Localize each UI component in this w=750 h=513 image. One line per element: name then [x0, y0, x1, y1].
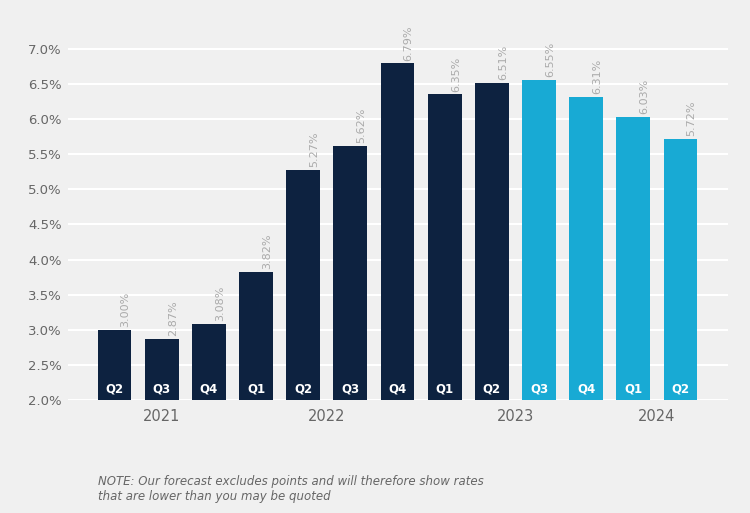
Text: 6.35%: 6.35%: [451, 56, 460, 91]
Text: 6.55%: 6.55%: [545, 42, 555, 77]
Bar: [664, 139, 698, 400]
Bar: [333, 146, 368, 400]
Bar: [286, 170, 320, 400]
Text: 6.79%: 6.79%: [404, 25, 414, 61]
Text: 6.31%: 6.31%: [592, 59, 602, 94]
Text: 2.87%: 2.87%: [168, 301, 178, 336]
Text: Q3: Q3: [530, 382, 548, 395]
Text: Q3: Q3: [152, 382, 171, 395]
Text: 3.08%: 3.08%: [215, 286, 225, 322]
Text: 5.72%: 5.72%: [687, 101, 697, 136]
Text: NOTE: Our forecast excludes points and will therefore show rates
that are lower : NOTE: Our forecast excludes points and w…: [98, 475, 483, 503]
Text: Q2: Q2: [671, 382, 689, 395]
Bar: [98, 330, 131, 400]
Text: 6.03%: 6.03%: [640, 79, 650, 114]
Text: Q2: Q2: [106, 382, 124, 395]
Bar: [192, 324, 226, 400]
Text: 2021: 2021: [143, 408, 180, 424]
Text: 3.82%: 3.82%: [262, 234, 272, 269]
Text: Q1: Q1: [624, 382, 643, 395]
Text: Q4: Q4: [577, 382, 596, 395]
Text: 3.00%: 3.00%: [121, 292, 130, 327]
Text: Q3: Q3: [341, 382, 359, 395]
Text: 5.27%: 5.27%: [309, 132, 320, 167]
Text: Q4: Q4: [200, 382, 218, 395]
Bar: [145, 339, 178, 400]
Text: Q4: Q4: [388, 382, 406, 395]
Bar: [522, 80, 556, 400]
Bar: [616, 117, 650, 400]
Text: Q1: Q1: [436, 382, 454, 395]
Text: 5.62%: 5.62%: [356, 107, 367, 143]
Text: Q2: Q2: [483, 382, 501, 395]
Text: 6.51%: 6.51%: [498, 45, 508, 80]
Text: 2022: 2022: [308, 408, 346, 424]
Bar: [239, 272, 273, 400]
Text: Q2: Q2: [294, 382, 312, 395]
Text: 2024: 2024: [638, 408, 676, 424]
Bar: [427, 94, 462, 400]
Bar: [569, 97, 603, 400]
Bar: [475, 83, 508, 400]
Text: Q1: Q1: [247, 382, 265, 395]
Bar: [380, 64, 415, 400]
Text: 2023: 2023: [496, 408, 534, 424]
